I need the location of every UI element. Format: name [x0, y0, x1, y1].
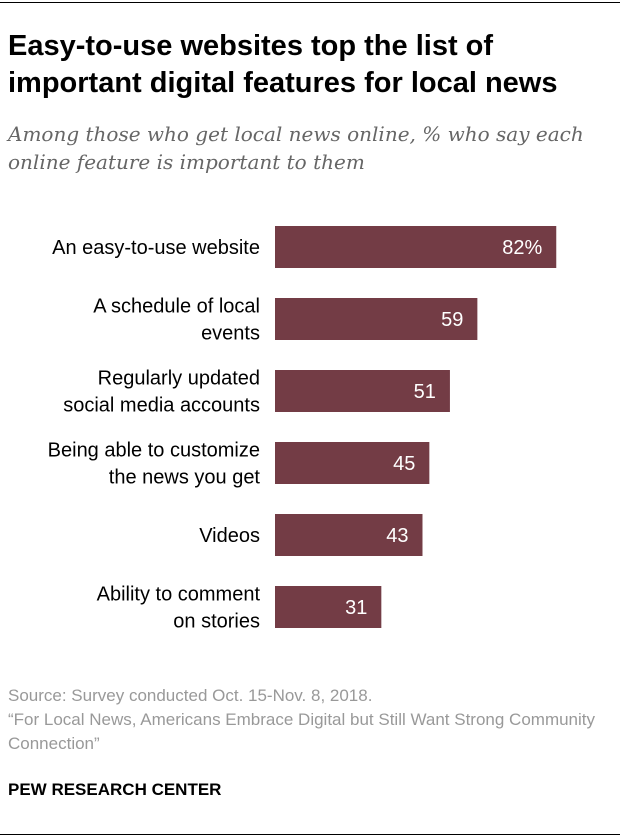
bar-value-label-1: 59: [441, 309, 463, 331]
bar-value-label-4: 43: [386, 525, 408, 547]
bar-value-label-3: 45: [393, 453, 415, 475]
bar-0: [275, 226, 557, 268]
source-note: Source: Survey conducted Oct. 15-Nov. 8,…: [8, 686, 373, 705]
category-label-3: Being able to customize the news you get: [48, 440, 261, 489]
chart-title: Easy-to-use websites top the list of imp…: [8, 30, 558, 99]
bottom-rule: [0, 834, 620, 835]
report-title-note: “For Local News, Americans Embrace Digit…: [8, 710, 600, 753]
category-label-4: Videos: [199, 525, 260, 547]
category-label-5: Ability to comment on stories: [97, 584, 261, 633]
footnotes: Source: Survey conducted Oct. 15-Nov. 8,…: [8, 684, 618, 756]
bar-value-label-0: 82%: [502, 237, 542, 259]
category-label-2: Regularly updated social media accounts: [63, 368, 260, 417]
bar-1: [275, 298, 478, 340]
bar-value-label-5: 31: [345, 597, 367, 619]
brand-name: PEW RESEARCH CENTER: [8, 780, 222, 799]
bar-4: [275, 514, 423, 556]
bar-chart: 82% An easy-to-use website 59 A schedule of…: [48, 226, 557, 633]
bar-3: [275, 442, 430, 484]
bar-2: [275, 370, 450, 412]
bar-5: [275, 586, 382, 628]
top-rule: [0, 2, 620, 3]
category-label-1: A schedule of local events: [93, 296, 260, 345]
chart-subtitle: Among those who get local news online, %…: [8, 122, 584, 174]
category-label-0: An easy-to-use website: [52, 237, 260, 259]
bar-value-label-2: 51: [414, 381, 436, 403]
